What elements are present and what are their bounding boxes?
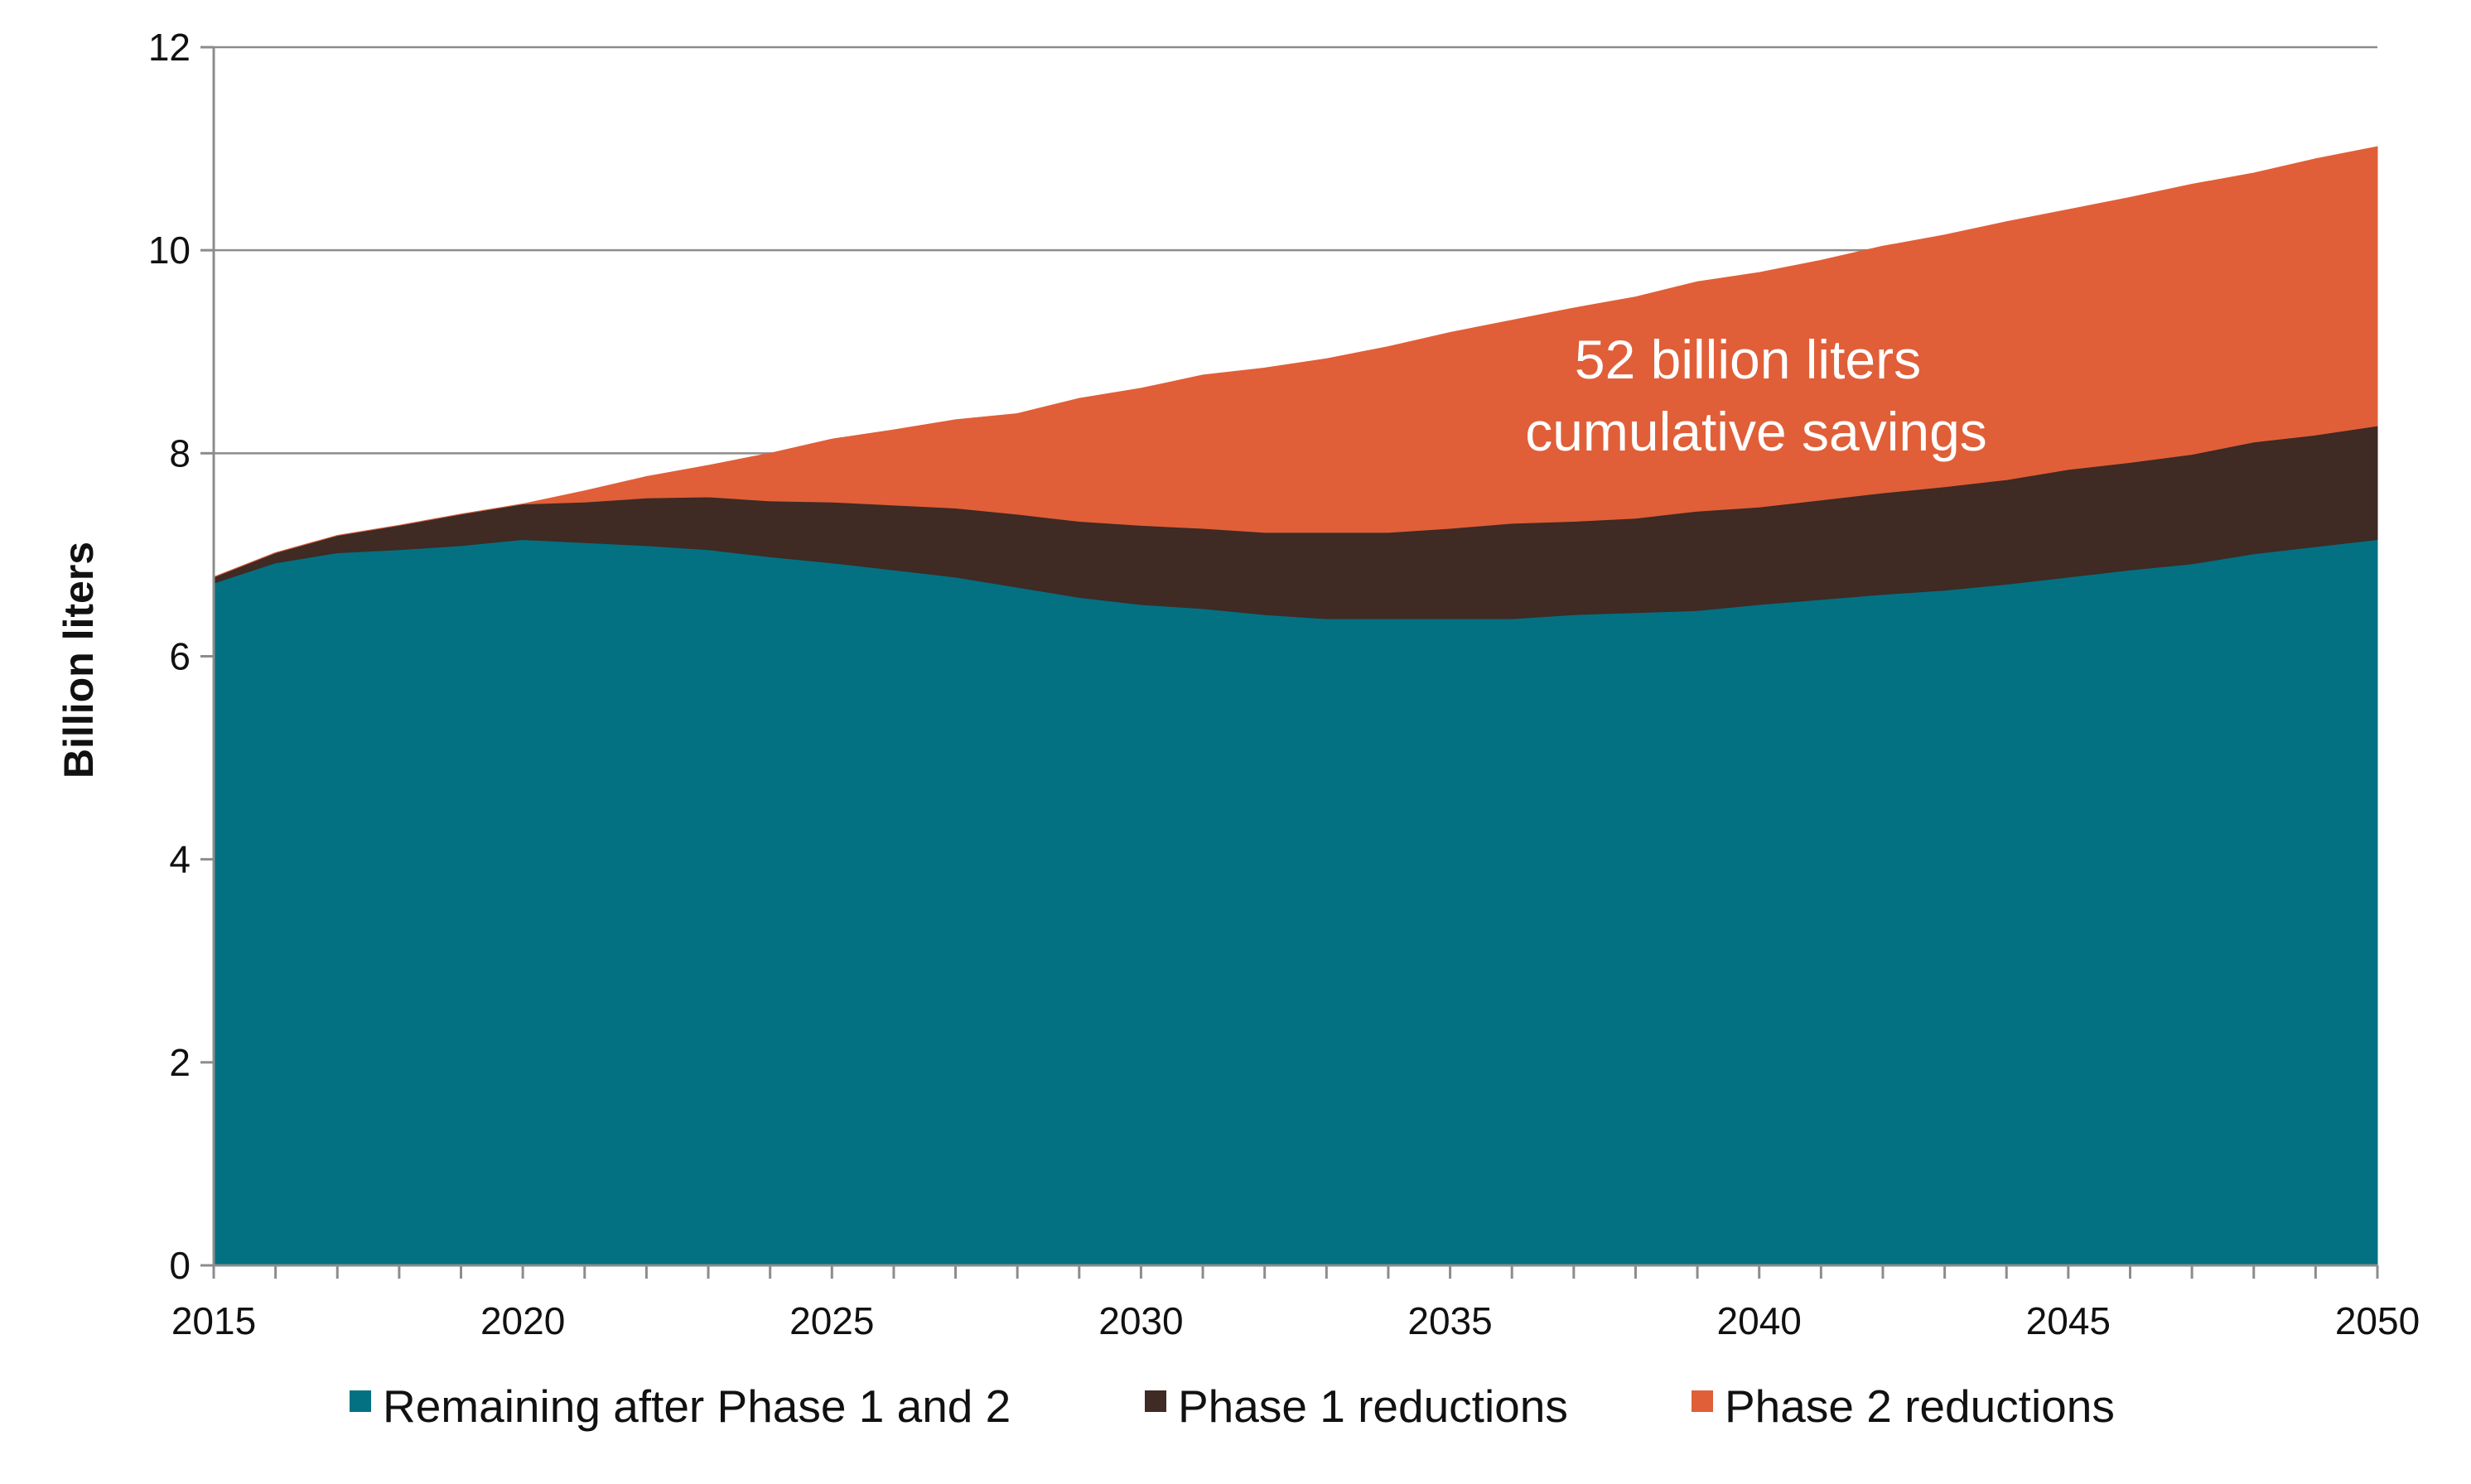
legend-swatch bbox=[1692, 1390, 1713, 1412]
x-tick-label: 2050 bbox=[2335, 1299, 2420, 1342]
x-tick-label: 2030 bbox=[1098, 1299, 1183, 1342]
legend-label: Phase 1 reductions bbox=[1178, 1380, 1568, 1432]
x-tick-labels: 2015 2020 2025 2030 2035 2040 2045 2050 bbox=[171, 1299, 2420, 1342]
annotation-line-2: cumulative savings bbox=[1525, 401, 1987, 462]
area-series bbox=[213, 146, 2378, 1266]
legend-label: Phase 2 reductions bbox=[1725, 1380, 2115, 1432]
cumulative-savings-annotation: 52 billion liters cumulative savings bbox=[1525, 329, 1987, 462]
x-tick-label: 2025 bbox=[789, 1299, 874, 1342]
x-tick-label: 2015 bbox=[171, 1299, 256, 1342]
y-axis-title: Billion liters bbox=[56, 542, 102, 778]
legend-swatch bbox=[1145, 1390, 1166, 1412]
annotation-line-1: 52 billion liters bbox=[1575, 329, 1921, 390]
y-tick-label: 6 bbox=[169, 635, 191, 678]
area-remaining-after-phase-1-and-2 bbox=[213, 538, 2378, 1266]
y-tick-label: 10 bbox=[148, 229, 191, 272]
x-tick-label: 2040 bbox=[1717, 1299, 1802, 1342]
y-tick-label: 0 bbox=[169, 1244, 191, 1287]
y-tick-label: 8 bbox=[169, 431, 191, 475]
legend: Remaining after Phase 1 and 2 Phase 1 red… bbox=[350, 1380, 2115, 1432]
x-tick-label: 2045 bbox=[2026, 1299, 2111, 1342]
y-tick-label: 4 bbox=[169, 838, 191, 881]
legend-item: Remaining after Phase 1 and 2 bbox=[350, 1380, 1011, 1432]
y-tick-label: 2 bbox=[169, 1041, 191, 1084]
x-tick-label: 2020 bbox=[480, 1299, 565, 1342]
axes bbox=[200, 46, 2379, 1279]
y-tick-labels: 0 2 4 6 8 10 12 bbox=[148, 26, 191, 1287]
legend-label: Remaining after Phase 1 and 2 bbox=[383, 1380, 1011, 1432]
x-tick-label: 2035 bbox=[1407, 1299, 1492, 1342]
legend-item: Phase 2 reductions bbox=[1692, 1380, 2115, 1432]
legend-swatch bbox=[350, 1390, 371, 1412]
legend-item: Phase 1 reductions bbox=[1145, 1380, 1568, 1432]
y-tick-label: 12 bbox=[148, 26, 191, 69]
area-phase-2-reductions bbox=[213, 146, 2378, 578]
